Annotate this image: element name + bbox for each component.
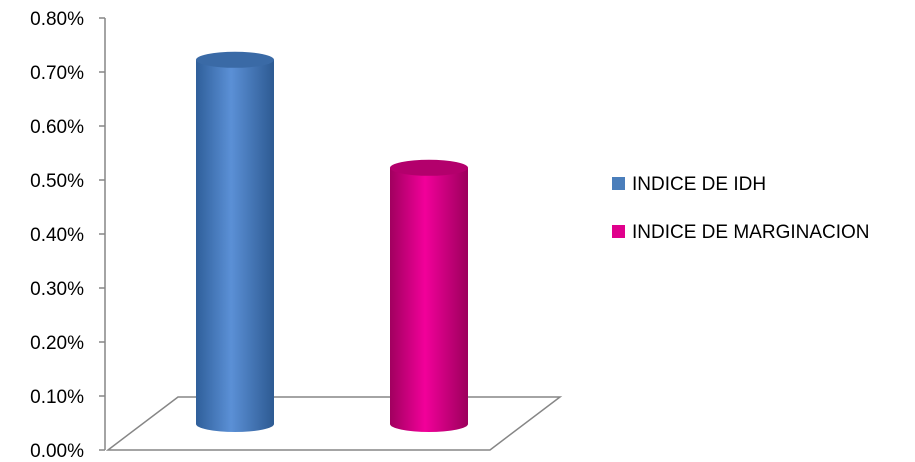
bar-top — [390, 159, 468, 176]
bar-body — [390, 167, 468, 433]
y-tick-label: 0.50% — [30, 171, 84, 192]
y-tick-label: 0.60% — [30, 117, 84, 138]
y-tick-label: 0.40% — [30, 225, 84, 246]
legend-swatch-idh — [612, 177, 625, 190]
bar-top — [196, 51, 274, 68]
bar-marginacion — [390, 159, 468, 433]
y-tick-label: 0.00% — [30, 441, 84, 462]
y-tick-label: 0.70% — [30, 63, 84, 84]
bar-body — [196, 59, 274, 433]
y-tick-label: 0.10% — [30, 387, 84, 408]
floor-plane — [105, 396, 563, 451]
legend-label-marginacion: INDICE DE MARGINACION — [632, 222, 870, 243]
legend-label-idh: INDICE DE IDH — [632, 174, 766, 195]
y-tick-label: 0.20% — [30, 333, 84, 354]
y-tick-label: 0.80% — [30, 9, 84, 30]
y-tick-label: 0.30% — [30, 279, 84, 300]
y-axis-ticks: 0.00% 0.10% 0.20% 0.30% 0.40% 0.50% 0.60% 0.70%… — [30, 9, 105, 462]
bar-idh — [196, 51, 274, 433]
legend-swatch-marginacion — [612, 225, 625, 238]
bars — [196, 51, 468, 433]
legend: INDICE DE IDH INDICE DE MARGINACION — [612, 174, 870, 243]
